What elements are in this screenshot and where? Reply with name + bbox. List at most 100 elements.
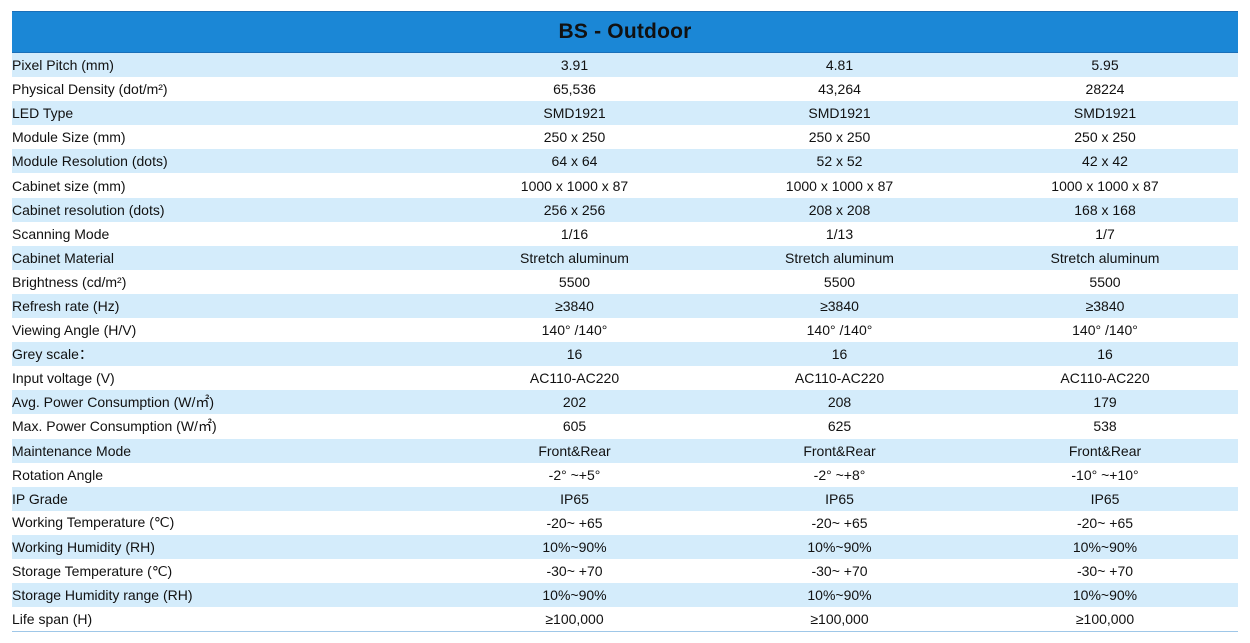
- cell-model-3: 42 x 42: [1082, 153, 1128, 170]
- row-label: Brightness (cd/m²): [12, 273, 127, 290]
- row-label: Cabinet Material: [12, 249, 114, 266]
- cell-model-2: 16: [831, 346, 848, 363]
- row-label: Storage Humidity range (RH): [12, 587, 193, 604]
- cell-model-1: 16: [566, 346, 583, 363]
- table-row: IP Grade IP65 IP65 IP65: [12, 486, 1238, 511]
- cell-model-2: -30~ +70: [811, 563, 868, 580]
- cell-model-2: 4.81: [825, 57, 854, 74]
- cell-model-1: 250 x 250: [543, 129, 606, 146]
- cell-model-3: 140° /140°: [1072, 322, 1138, 339]
- cell-model-2: 10%~90%: [807, 538, 872, 555]
- cell-model-1: Stretch aluminum: [520, 249, 629, 266]
- bottom-divider: [12, 631, 1238, 633]
- row-label: Maintenance Mode: [12, 442, 132, 459]
- cell-model-2: 208: [827, 394, 852, 411]
- table-row: Viewing Angle (H/V) 140° /140° 140° /140° 1…: [12, 318, 1238, 343]
- cell-model-2: 140° /140°: [806, 322, 873, 339]
- table-row: Cabinet resolution (dots) 256 x 256 208 x …: [12, 197, 1238, 222]
- cell-model-3: -30~ +70: [1076, 563, 1134, 580]
- cell-model-3: -20~ +65: [1076, 514, 1134, 531]
- cell-model-3: 179: [1093, 394, 1117, 411]
- row-label: Refresh rate (Hz): [12, 297, 120, 314]
- cell-model-2: AC110-AC220: [794, 370, 885, 387]
- cell-model-3: IP65: [1090, 490, 1120, 507]
- cell-model-2: 52 x 52: [816, 153, 863, 170]
- cell-model-3: 28224: [1085, 81, 1125, 98]
- table-row: Cabinet Material Stretch aluminum Stretch …: [12, 245, 1238, 270]
- table-row: Refresh rate (Hz) ≥3840 ≥3840 ≥3840: [12, 293, 1238, 319]
- cell-model-3: 5.95: [1091, 57, 1119, 74]
- cell-model-3: 16: [1097, 346, 1113, 363]
- cell-model-2: 625: [827, 418, 852, 435]
- row-label: Pixel Pitch (mm): [12, 57, 114, 74]
- table-row: Input voltage (V) AC110-AC220 AC110-AC220 A…: [12, 366, 1238, 391]
- cell-model-3: 538: [1093, 418, 1117, 435]
- table-row: LED Type SMD1921 SMD1921 SMD1921: [12, 101, 1238, 126]
- cell-model-3: Front&Rear: [1068, 442, 1142, 459]
- table-row: Life span (H) ≥100,000 ≥100,000 ≥100,000: [12, 607, 1238, 632]
- table-row: Rotation Angle -2° ~+5° -2° ~+8° -10° ~+10°: [12, 462, 1238, 487]
- cell-model-1: 1/16: [560, 225, 589, 242]
- cell-model-2: 1/13: [825, 225, 854, 242]
- cell-model-1: SMD1921: [543, 105, 606, 122]
- cell-model-3: ≥3840: [1085, 297, 1125, 314]
- row-label: Rotation Angle: [12, 466, 104, 483]
- cell-model-3: 168 x 168: [1074, 201, 1136, 218]
- cell-model-2: 10%~90%: [807, 587, 872, 604]
- row-label: Avg. Power Consumption (W/㎡): [12, 394, 215, 411]
- row-label: Scanning Mode: [12, 225, 110, 242]
- cell-model-3: -10° ~+10°: [1071, 466, 1139, 483]
- row-label: Input voltage (V): [12, 370, 115, 387]
- cell-model-2: 43,264: [818, 81, 861, 98]
- table-row: Module Resolution (dots) 64 x 64 52 x 52 42…: [12, 149, 1238, 174]
- cell-model-1: 3.91: [560, 57, 589, 74]
- spec-sheet: BS - Outdoor Pixel Pitch (mm) 3.91 4.81 5.9…: [12, 11, 1238, 633]
- table-header: BS - Outdoor: [12, 11, 1238, 53]
- cell-model-1: 140° /140°: [541, 322, 608, 339]
- cell-model-2: IP65: [825, 490, 854, 507]
- cell-model-1: 202: [562, 394, 587, 411]
- row-label: Life span (H): [12, 611, 93, 628]
- cell-model-1: ≥3840: [555, 297, 594, 314]
- cell-model-2: Stretch aluminum: [785, 249, 894, 266]
- cell-model-2: 250 x 250: [808, 129, 871, 146]
- cell-model-2: 208 x 208: [808, 201, 871, 218]
- row-label: Working Humidity (RH): [12, 538, 155, 555]
- cell-model-1: 1000 x 1000 x 87: [520, 177, 629, 194]
- row-label: Storage Temperature (℃): [12, 562, 173, 579]
- table-row: Physical Density (dot/m²) 65,536 43,264 282…: [12, 77, 1238, 102]
- cell-model-3: 1000 x 1000 x 87: [1051, 177, 1159, 194]
- cell-model-1: 10%~90%: [542, 587, 607, 604]
- spec-table-body: Pixel Pitch (mm) 3.91 4.81 5.95 Physical Den…: [12, 53, 1238, 632]
- cell-model-3: 10%~90%: [1072, 538, 1138, 555]
- cell-model-2: Front&Rear: [803, 442, 876, 459]
- table-row: Storage Temperature (℃) -30~ +70 -30~ +70 -…: [12, 558, 1238, 584]
- cell-model-1: 605: [562, 418, 587, 435]
- cell-model-2: ≥100,000: [810, 611, 869, 628]
- cell-model-2: 5500: [823, 273, 856, 290]
- cell-model-1: 256 x 256: [543, 201, 606, 218]
- row-label: Grey scale：: [12, 346, 93, 363]
- table-title: BS - Outdoor: [558, 20, 692, 43]
- table-row: Maintenance Mode Front&Rear Front&Rear Fron…: [12, 438, 1238, 463]
- cell-model-1: 65,536: [553, 81, 596, 98]
- cell-model-3: 250 x 250: [1074, 129, 1136, 146]
- cell-model-3: Stretch aluminum: [1050, 249, 1160, 266]
- cell-model-1: ≥100,000: [545, 611, 604, 628]
- row-label: LED Type: [12, 105, 74, 122]
- row-label: Module Resolution (dots): [12, 153, 168, 170]
- table-row: Cabinet size (mm) 1000 x 1000 x 87 1000 x …: [12, 173, 1238, 198]
- row-label: Max. Power Consumption (W/㎡): [12, 418, 217, 435]
- cell-model-3: 10%~90%: [1072, 587, 1138, 604]
- row-label: Working Temperature (℃): [12, 514, 175, 531]
- table-row: Pixel Pitch (mm) 3.91 4.81 5.95: [12, 53, 1238, 78]
- table-row: Storage Humidity range (RH) 10%~90% 10%~90…: [12, 583, 1238, 608]
- row-label: Cabinet size (mm): [12, 177, 126, 194]
- cell-model-2: SMD1921: [808, 105, 871, 122]
- cell-model-1: -20~ +65: [546, 514, 603, 531]
- cell-model-1: -2° ~+5°: [548, 466, 601, 483]
- table-row: Avg. Power Consumption (W/㎡) 202 208 179: [12, 390, 1238, 415]
- cell-model-3: 5500: [1089, 273, 1121, 290]
- cell-model-1: 10%~90%: [542, 538, 607, 555]
- table-row: Working Temperature (℃) -20~ +65 -20~ +65 -…: [12, 510, 1238, 535]
